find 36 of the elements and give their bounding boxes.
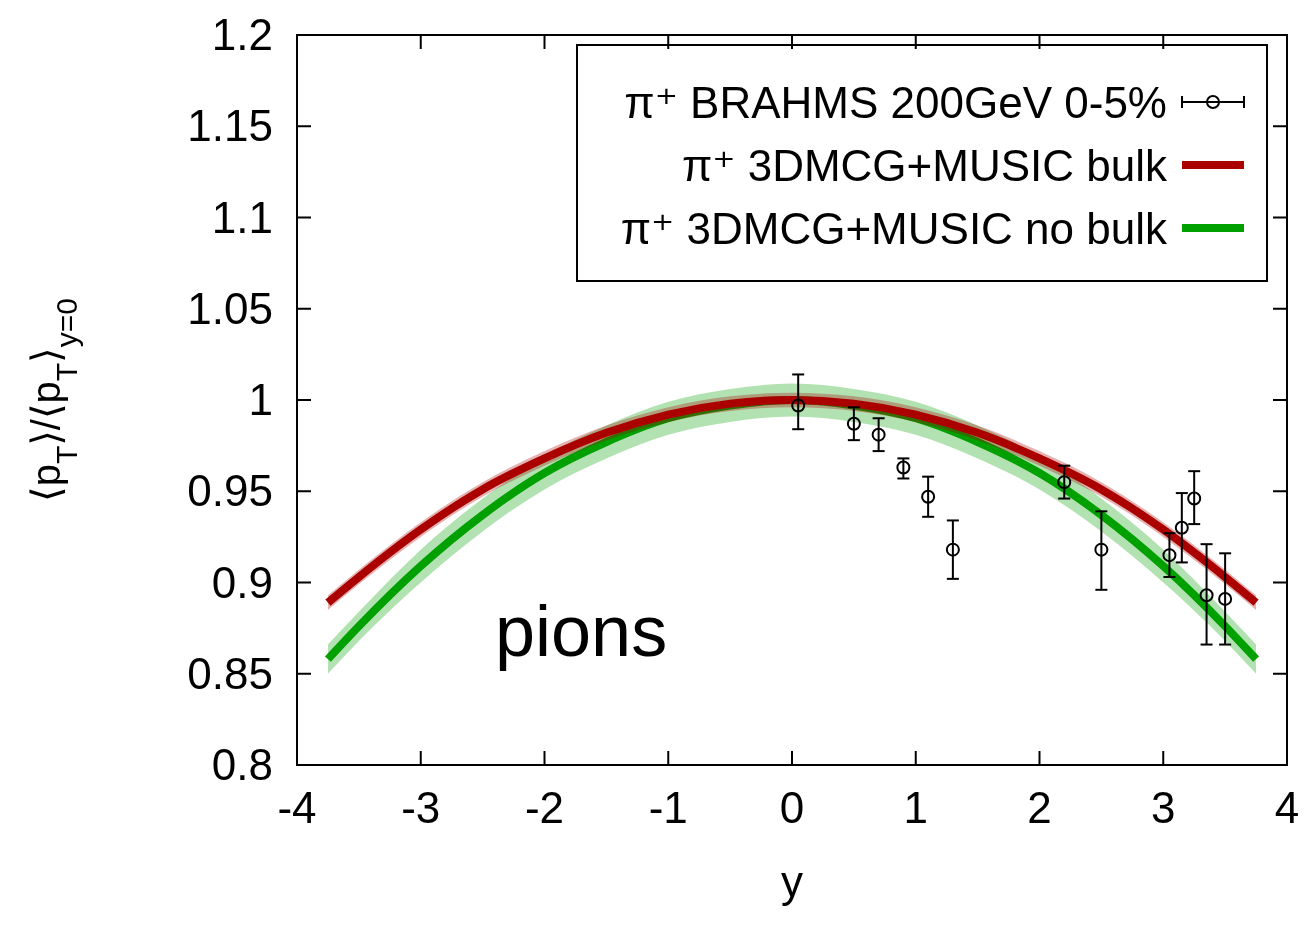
point [1174, 520, 1189, 535]
x-tick-label: 3 [1151, 783, 1176, 832]
x-tick-label: -3 [401, 783, 441, 832]
y-tick-label: 0.8 [211, 740, 273, 789]
y-tick-label: 1 [248, 375, 273, 424]
annotation: pions [495, 590, 668, 671]
x-tick-label: -2 [524, 783, 565, 832]
y-tick-label: 1.05 [187, 283, 273, 333]
x-tick-label: 4 [1274, 783, 1300, 832]
x-tick-label: -1 [648, 783, 688, 832]
point [791, 398, 806, 413]
x-tick-label: 0 [779, 783, 805, 832]
y-tick-label: 1.2 [211, 10, 273, 59]
legend-label: π⁺ BRAHMS 200GeV 0-5% [624, 78, 1167, 127]
y-tick-label: 1.15 [187, 101, 273, 151]
legend-label: π⁺ 3DMCG+MUSIC no bulk [620, 204, 1168, 253]
point [921, 489, 936, 504]
point [896, 460, 911, 475]
x-tick-label: 2 [1027, 783, 1052, 832]
x-tick-label: 1 [903, 783, 928, 832]
x-tick-label: -4 [277, 783, 317, 832]
point [1199, 588, 1214, 603]
point [1162, 548, 1177, 563]
x-axis-title: y [781, 857, 803, 906]
y-tick-label: 0.95 [187, 466, 273, 516]
y-tick-label: 0.85 [187, 648, 273, 698]
y-tick-label: 0.9 [211, 557, 273, 607]
legend-label: π⁺ 3DMCG+MUSIC bulk [681, 141, 1168, 190]
point [871, 427, 886, 442]
point [1057, 475, 1072, 490]
point [1218, 591, 1233, 606]
y-tick-label: 1.1 [211, 192, 273, 242]
point [846, 416, 861, 431]
point [945, 542, 960, 557]
point [1187, 491, 1202, 506]
point [1094, 542, 1109, 557]
